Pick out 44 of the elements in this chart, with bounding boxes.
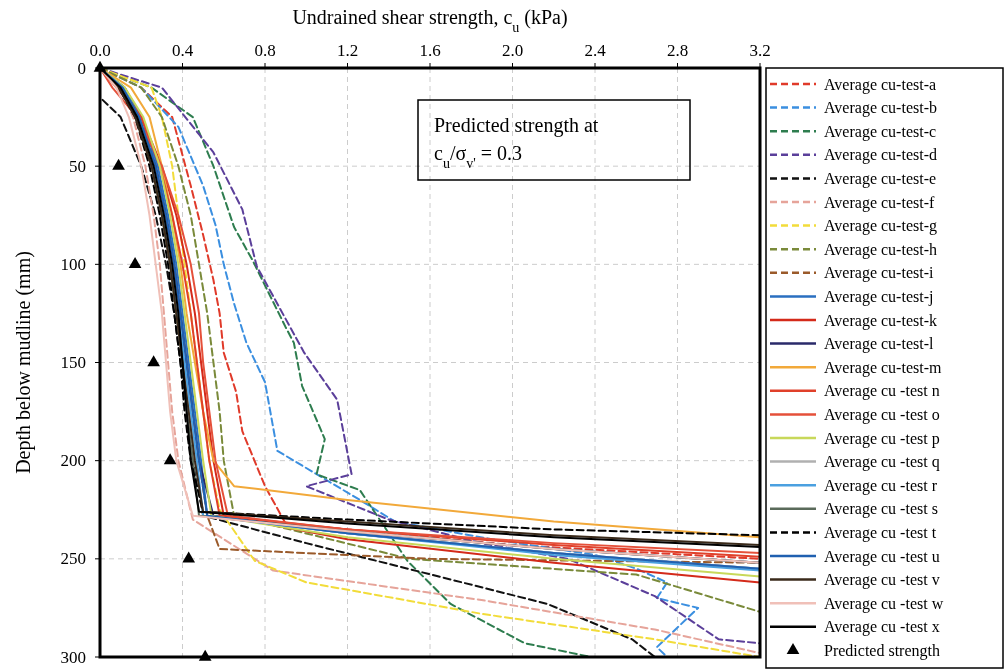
- x-tick-label: 2.0: [501, 41, 524, 60]
- legend-label: Average cu -test p: [824, 429, 940, 448]
- y-axis-title: Depth below mudline (mm): [12, 251, 35, 474]
- legend-label: Average cu -test t: [824, 523, 937, 542]
- legend-label: Average cu -test w: [824, 594, 944, 613]
- legend-label: Average cu-test-k: [824, 311, 937, 330]
- x-tick-label: 1.2: [336, 41, 359, 60]
- legend-label: Predicted strength: [824, 641, 940, 660]
- legend-label: Average cu-test-h: [824, 240, 937, 259]
- x-tick-label: 2.4: [584, 41, 607, 60]
- y-tick-label: 200: [60, 451, 86, 471]
- legend-label: Average cu-test-m: [824, 358, 942, 377]
- y-tick-label: 50: [69, 156, 86, 176]
- y-tick-label: 150: [60, 353, 86, 372]
- legend-label: Average cu -test v: [824, 571, 940, 590]
- legend-label: Average cu -test r: [824, 476, 938, 495]
- x-axis-title: Undrained shear strength, c$_{u}$ (kPa): [292, 6, 568, 35]
- x-tick-label: 3.2: [749, 41, 771, 60]
- legend-label: Average cu-test-l: [824, 335, 934, 354]
- y-tick-label: 250: [60, 549, 86, 569]
- annotation: Predicted strength at c$_{u}$/σ$_{v'}$ = 0.3: [434, 114, 599, 171]
- x-tick-label: 0.0: [89, 41, 111, 60]
- legend-label: Average cu-test-f: [824, 193, 935, 212]
- legend-label: Average cu-test-j: [824, 287, 934, 306]
- legend-label: Average cu -test n: [824, 382, 940, 401]
- x-tick-label: 1.6: [419, 41, 441, 60]
- legend-label: Average cu-test-g: [824, 217, 937, 236]
- x-tick-label: 2.8: [666, 41, 689, 60]
- legend-label: Average cu -test x: [824, 618, 940, 637]
- legend-label: Average cu-test-c: [824, 122, 937, 141]
- y-tick-label: 300: [60, 647, 86, 667]
- legend-label: Average cu-test-e: [824, 169, 937, 188]
- legend-label: Average cu-test-i: [824, 264, 934, 283]
- legend-label: Average cu -test q: [824, 453, 940, 472]
- legend-label: Average cu -test u: [824, 547, 940, 566]
- legend-label: Average cu-test-b: [824, 99, 937, 118]
- y-tick-label: 100: [60, 254, 86, 274]
- x-tick-label: 0.8: [254, 41, 276, 60]
- legend-label: Average cu-test-a: [824, 75, 937, 94]
- y-tick-label: 0: [77, 58, 86, 78]
- legend-label: Average cu-test-d: [824, 146, 937, 165]
- legend-label: Average cu -test o: [824, 405, 940, 424]
- x-tick-label: 0.4: [171, 41, 194, 60]
- legend-label: Average cu -test s: [824, 500, 938, 519]
